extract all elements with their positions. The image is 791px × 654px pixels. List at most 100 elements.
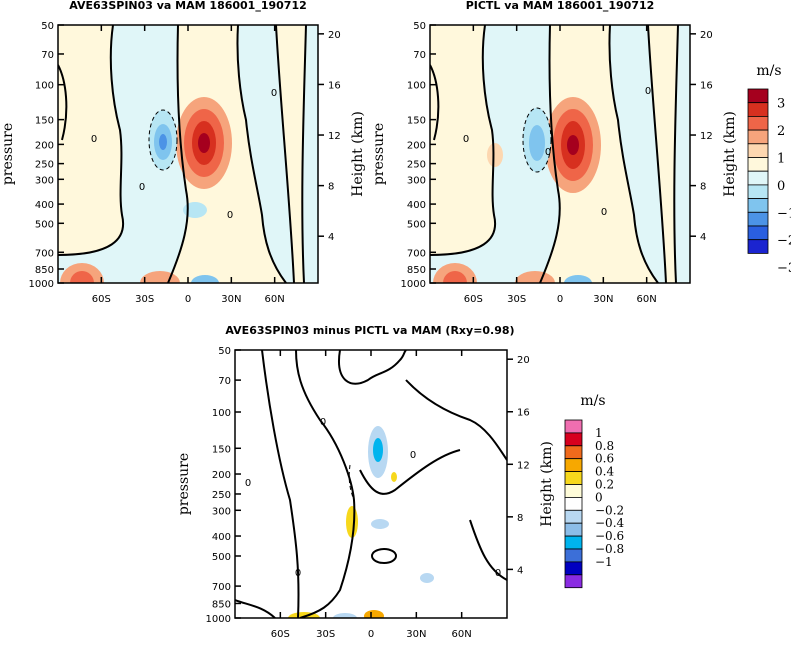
panel3-background — [235, 350, 507, 618]
legend-bottom-label: −1 — [595, 555, 613, 569]
panel2-surface-positive-3 — [515, 271, 555, 283]
panel3-contour-label-4: 0 — [295, 568, 301, 579]
panel2-ylabel: pressure — [371, 123, 387, 185]
panel3-height-tick-label: 12 — [517, 460, 530, 471]
panel3-xtick-label: 0 — [368, 629, 374, 640]
panel-top-right: PICTL va MAM 186001_190712 — [371, 0, 738, 305]
panel1-title: AVE63SPIN03 va MAM 186001_190712 — [69, 0, 307, 12]
panel3-height-tick-label: 8 — [517, 513, 523, 524]
panel3-ylabel: pressure — [176, 453, 192, 515]
panel2-ytick-label: 150 — [407, 116, 426, 127]
panel3-zero-line-6 — [235, 599, 276, 618]
legend-top-box — [747, 184, 769, 199]
panel1-zero-line-1 — [58, 25, 125, 256]
panel3-ytick-label: 150 — [212, 444, 231, 455]
panel1-xtick-label: 30N — [221, 294, 241, 305]
panel2-ytick-label: 250 — [407, 160, 426, 171]
panel1-zero-line-6 — [58, 64, 68, 141]
panel3-ytick-label: 500 — [212, 552, 231, 563]
panel3-title: AVE63SPIN03 minus PICTL va MAM (Rxy=0.98… — [225, 324, 514, 337]
panel3-zero-line-1 — [261, 350, 300, 618]
panel2-contour-label-1: 0 — [463, 134, 469, 145]
panel2-ytick-label: 200 — [407, 140, 426, 151]
panel3-contour-positive-2 — [391, 472, 397, 482]
panel2-xtick-label: 60S — [464, 294, 483, 305]
legend-bottom-label: −0.8 — [595, 542, 624, 556]
legend-bottom-box — [564, 522, 583, 537]
panel1-zero-line-2 — [167, 25, 189, 283]
panel1-ytick-label: 1000 — [29, 279, 54, 290]
panel3-contour-label-3: 0 — [410, 450, 416, 461]
panel1-height-tick-label: 4 — [328, 232, 334, 243]
panel2-zero-line-6 — [430, 64, 440, 141]
panel1-height-tick-label: 16 — [328, 80, 341, 91]
panel3-ytick-label: 700 — [212, 582, 231, 593]
legend-bottom-box — [564, 509, 583, 524]
panel3-ytick-label: 300 — [212, 506, 231, 517]
panel2-height-tick-label: 16 — [700, 80, 713, 91]
panel1-contour-positive-4 — [198, 133, 210, 153]
panel3-dashed-contour — [348, 464, 355, 501]
panel2-ytick-label: 1000 — [401, 279, 426, 290]
legend-top-box — [747, 116, 769, 131]
panel2-contour-negative-2 — [529, 125, 545, 161]
legend-top-box — [747, 157, 769, 172]
panel1-zero-line-4 — [275, 25, 295, 283]
panel1-region-positive-south — [58, 25, 124, 255]
panel2-zero-line-2 — [539, 25, 561, 283]
panel3-ytick-label: 1000 — [206, 614, 231, 625]
legend-top: m/s 3 2 1 0 −1 −2 −3 — [747, 63, 791, 276]
panel2-region-positive-north — [648, 25, 678, 283]
panel3-zero-line-7 — [469, 519, 507, 581]
legend-bottom-box — [564, 574, 583, 589]
panel1-xtick-label: 60N — [265, 294, 285, 305]
panel3-xtick-label: 60N — [452, 629, 472, 640]
panel1-height-tick-label: 20 — [328, 30, 341, 41]
panel-top-left: AVE63SPIN03 va MAM 186001_190712 — [0, 0, 366, 305]
panel1-xtick-label: 60S — [92, 294, 111, 305]
panel1-ytick-label: 250 — [35, 160, 54, 171]
legend-bottom-label: 0.6 — [595, 452, 614, 466]
panel1-ytick-label: 150 — [35, 116, 54, 127]
panel3-zero-line-5 — [359, 449, 461, 495]
panel2-xtick-label: 60N — [637, 294, 657, 305]
panel2-zero-line-3 — [608, 25, 659, 283]
panel1-ylabel: pressure — [0, 123, 16, 185]
panel3-contour-negative-4 — [420, 573, 434, 583]
panel3-ytick-label: 850 — [212, 599, 231, 610]
panel1-region-positive-north — [276, 25, 306, 283]
legend-bottom-box — [564, 535, 583, 550]
panel1-dashed-contour — [148, 109, 178, 171]
panel2-height-tick-label: 8 — [700, 182, 706, 193]
panel2-ytick-label: 500 — [407, 219, 426, 230]
panel2-height-tick-label: 12 — [700, 131, 713, 142]
legend-top-box — [747, 198, 769, 213]
legend-top-labels: 3 2 1 0 −1 −2 −3 — [777, 97, 791, 276]
panel3-ytick-label: 50 — [218, 346, 231, 357]
panel2-contour-label-3: 0 — [645, 86, 651, 97]
panel2-contour-label-2: 0 — [545, 147, 551, 158]
legend-top-box — [747, 170, 769, 186]
panel3-axes: 60S 30S 0 30N 60N507010015020025030040050070… — [206, 346, 530, 640]
panel3-ytick-label: 400 — [212, 532, 231, 543]
panel2-ylabel-right: Height (km) — [722, 111, 738, 197]
panel2-ytick-label: 700 — [407, 248, 426, 259]
panel2-ytick-label: 300 — [407, 175, 426, 186]
panel2-height-tick-label: 4 — [700, 232, 706, 243]
panel2-xtick-label: 0 — [557, 294, 563, 305]
legend-bottom-label: −0.6 — [595, 529, 624, 543]
legend-top-label: 1 — [777, 152, 785, 167]
panel2-zero-line-1 — [430, 25, 497, 256]
panel1-ylabel-right: Height (km) — [350, 111, 366, 197]
legend-top-box — [747, 102, 769, 117]
legend-bottom-label: −0.4 — [595, 516, 625, 530]
panel3-ytick-label: 250 — [212, 490, 231, 501]
legend-top-boxes — [747, 88, 769, 254]
panel1-ytick-label: 850 — [35, 265, 54, 276]
panel1-contour-label-1: 0 — [91, 134, 97, 145]
legend-bottom-boxes — [564, 419, 583, 589]
panel3-zero-line-4 — [405, 379, 507, 461]
panel1-ytick-label: 700 — [35, 248, 54, 259]
legend-top-label: −1 — [777, 206, 791, 221]
